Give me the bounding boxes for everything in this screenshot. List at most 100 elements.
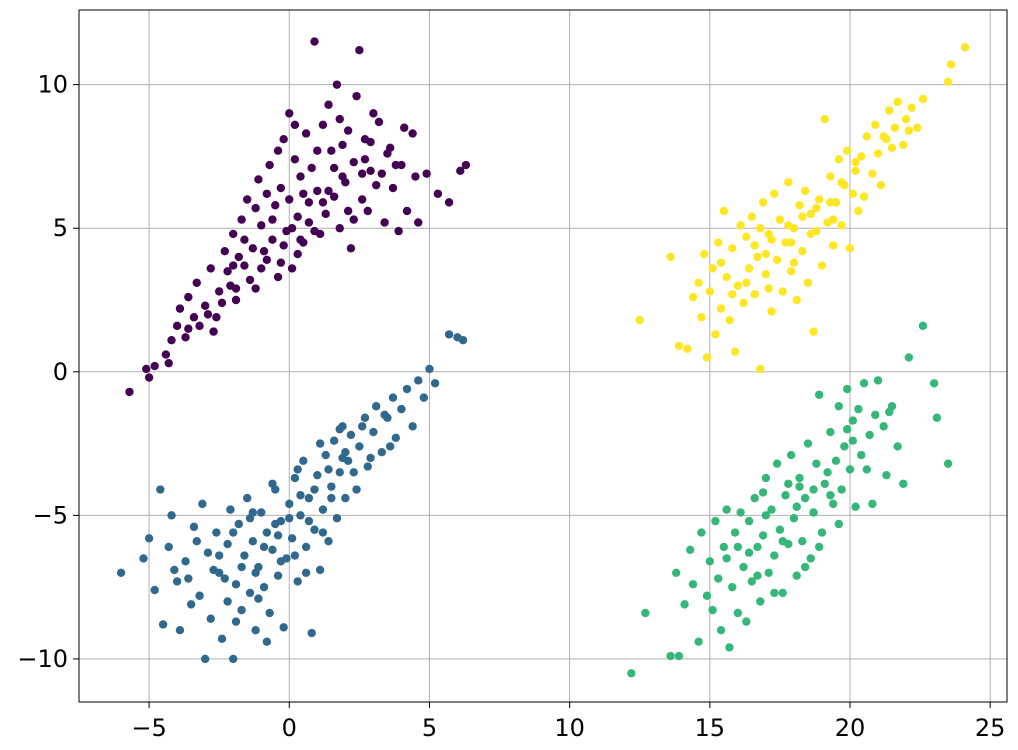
scatter-point	[371, 180, 381, 190]
scatter-point	[271, 201, 280, 210]
scatter-point	[767, 235, 776, 244]
scatter-point	[237, 215, 246, 224]
scatter-point	[708, 605, 717, 615]
x-tick-label: 10	[554, 714, 585, 742]
scatter-point	[265, 608, 274, 618]
scatter-point	[310, 226, 319, 236]
scatter-point	[223, 267, 232, 276]
scatter-point	[321, 209, 330, 219]
scatter-point	[775, 525, 785, 534]
scatter-point	[814, 390, 824, 399]
y-tick-label: 5	[53, 214, 68, 242]
scatter-point	[744, 264, 754, 273]
scatter-point	[335, 425, 344, 434]
scatter-point	[251, 568, 260, 577]
scatter-point	[287, 264, 297, 273]
scatter-point	[301, 129, 311, 138]
scatter-point	[786, 238, 796, 247]
scatter-point	[172, 321, 182, 331]
scatter-point	[913, 123, 922, 132]
scatter-point	[795, 482, 804, 491]
scatter-point	[386, 442, 395, 451]
scatter-point	[826, 491, 835, 500]
scatter-point	[641, 608, 650, 618]
scatter-point	[422, 169, 431, 178]
scatter-point	[756, 597, 765, 606]
scatter-point	[823, 468, 832, 477]
scatter-point	[809, 327, 818, 336]
scatter-point	[842, 146, 852, 155]
scatter-point	[271, 519, 280, 529]
scatter-point	[371, 402, 381, 411]
scatter-point	[374, 117, 384, 127]
scatter-point	[635, 315, 644, 325]
scatter-point	[806, 229, 815, 239]
scatter-point	[798, 212, 807, 221]
x-tick-label: 0	[282, 714, 297, 742]
scatter-point	[206, 614, 215, 623]
scatter-point	[733, 608, 743, 618]
scatter-point	[767, 505, 776, 514]
scatter-point	[627, 669, 636, 678]
scatter-point	[318, 505, 328, 514]
scatter-point	[795, 473, 804, 483]
scatter-point	[747, 212, 757, 221]
scatter-point	[369, 109, 378, 118]
scatter-point	[161, 350, 171, 359]
scatter-point	[304, 516, 314, 526]
scatter-point	[775, 215, 785, 224]
scatter-point	[377, 447, 386, 457]
scatter-point	[276, 183, 286, 193]
scatter-point	[231, 580, 241, 589]
scatter-point	[414, 376, 423, 385]
scatter-point	[772, 459, 782, 468]
scatter-point	[343, 126, 353, 135]
scatter-point	[750, 493, 759, 503]
scatter-point	[786, 450, 796, 460]
scatter-point	[198, 499, 207, 509]
scatter-point	[195, 321, 204, 331]
scatter-point	[254, 175, 263, 184]
scatter-point	[366, 453, 375, 463]
scatter-point	[397, 404, 406, 414]
scatter-point	[803, 439, 813, 448]
scatter-point	[918, 94, 928, 104]
scatter-point	[248, 508, 258, 517]
scatter-point	[301, 568, 311, 577]
scatter-point	[770, 551, 779, 560]
scatter-point	[287, 224, 297, 233]
scatter-point	[290, 551, 300, 560]
scatter-point	[885, 407, 894, 417]
scatter-point	[688, 580, 698, 589]
scatter-point	[899, 479, 908, 488]
scatter-point	[231, 284, 241, 293]
scatter-point	[834, 155, 843, 164]
scatter-point	[228, 261, 238, 270]
scatter-point	[332, 514, 342, 523]
scatter-point	[318, 528, 328, 537]
scatter-point	[329, 163, 339, 173]
scatter-point	[285, 499, 294, 509]
scatter-point	[262, 637, 272, 646]
scatter-point	[876, 180, 886, 190]
scatter-point	[259, 582, 269, 592]
scatter-point	[349, 215, 358, 224]
scatter-point	[357, 169, 367, 178]
scatter-point	[268, 215, 277, 224]
scatter-point	[257, 508, 266, 517]
scatter-point	[700, 249, 709, 259]
scatter-point	[273, 571, 283, 580]
scatter-point	[817, 528, 827, 537]
scatter-point	[279, 135, 288, 144]
y-axis-ticks: −10 −5 0 5 10	[17, 71, 79, 673]
scatter-point	[144, 373, 154, 382]
scatter-point	[321, 450, 330, 460]
scatter-point	[186, 600, 196, 609]
scatter-point	[285, 195, 294, 204]
scatter-point	[943, 459, 953, 468]
scatter-point	[228, 229, 238, 239]
scatter-point	[352, 91, 361, 101]
scatter-point	[363, 206, 372, 216]
scatter-point	[806, 209, 815, 219]
scatter-point	[172, 577, 182, 586]
